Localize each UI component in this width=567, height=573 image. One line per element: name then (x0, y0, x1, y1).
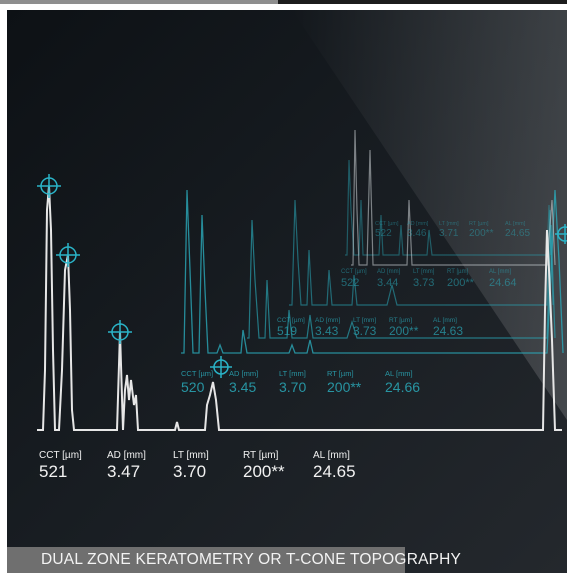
lt-value: 3.73 (413, 277, 434, 289)
cct-value: 519 (277, 324, 297, 338)
lt-value: 3.70 (173, 462, 206, 481)
al-label: AL [mm] (313, 450, 350, 461)
rt-value: 200** (469, 228, 494, 239)
al-value: 24.66 (385, 379, 420, 395)
measurement-row-back-1: CCT [µm] 520 AD [mm] 3.45 LT [mm] 3.70 R… (181, 369, 420, 395)
cct-value: 522 (375, 228, 392, 239)
cct-label: CCT [µm] (375, 221, 399, 227)
rt-value: 200** (327, 379, 362, 395)
cct-label: CCT [µm] (181, 369, 213, 378)
ad-value: 3.43 (315, 324, 339, 338)
rt-label: RT [µm] (447, 269, 469, 275)
ad-label: AD [mm] (229, 369, 258, 378)
measurement-row-back-4: CCT [µm] 522 AD [mm] 3.46 LT [mm] 3.71 R… (375, 221, 530, 239)
lt-label: LT [mm] (353, 317, 376, 324)
rt-label: RT [µm] (469, 221, 489, 227)
lt-value: 3.73 (353, 324, 377, 338)
far-trace (351, 129, 556, 266)
measurement-row-back-3: CCT [µm] 522 AD [mm] 3.44 LT [mm] 3.73 R… (341, 269, 517, 289)
biometry-scan-panel: CCT [µm] 522 AD [mm] 3.46 LT [mm] 3.71 R… (7, 10, 567, 573)
cct-value: 521 (39, 462, 67, 481)
lt-label: LT [mm] (173, 450, 209, 461)
al-value: 24.63 (433, 324, 463, 338)
ad-value: 3.47 (107, 462, 140, 481)
al-label: AL [mm] (489, 269, 511, 275)
lt-value: 3.70 (279, 379, 306, 395)
ad-value: 3.45 (229, 379, 256, 395)
al-label: AL [mm] (433, 317, 457, 324)
rt-value: 200** (447, 277, 475, 289)
lt-value: 3.71 (439, 228, 459, 239)
back-trace-1 (181, 189, 564, 354)
lt-label: LT [mm] (413, 269, 435, 275)
lt-label: LT [mm] (439, 221, 459, 227)
measurement-row-back-2: CCT [µm] 519 AD [mm] 3.43 LT [mm] 3.73 R… (277, 317, 463, 338)
back-trace-4 (345, 159, 552, 256)
cct-value: 520 (181, 379, 205, 395)
front-trace (37, 185, 562, 431)
top-bar-left (0, 0, 278, 4)
ad-label: AD [mm] (377, 269, 401, 275)
al-label: AL [mm] (505, 221, 526, 227)
al-label: AL [mm] (385, 369, 413, 378)
target-marker-icon (37, 174, 61, 198)
lt-label: LT [mm] (279, 369, 306, 378)
ad-label: AD [mm] (407, 221, 429, 227)
target-marker-icon (210, 356, 232, 378)
marker-group (37, 174, 567, 378)
target-marker-icon (555, 224, 567, 244)
cct-label: CCT [µm] (341, 269, 367, 275)
al-value: 24.65 (313, 462, 356, 481)
ad-label: AD [mm] (315, 317, 340, 324)
rt-label: RT [µm] (389, 317, 412, 324)
rt-value: 200** (389, 324, 419, 338)
measurement-row-front: CCT [µm] 521 AD [mm] 3.47 LT [mm] 3.70 R… (39, 450, 356, 481)
cct-value: 522 (341, 277, 359, 289)
rt-label: RT [µm] (327, 369, 354, 378)
target-marker-icon (56, 243, 80, 267)
rt-label: RT [µm] (243, 450, 279, 461)
al-value: 24.65 (505, 228, 530, 239)
back-trace-3 (289, 199, 554, 306)
rt-value: 200** (243, 462, 285, 481)
ad-label: AD [mm] (107, 450, 146, 461)
cct-label: CCT [µm] (277, 317, 305, 324)
caption-banner: DUAL ZONE KERATOMETRY OR T-CONE TOPOGRAP… (7, 547, 461, 573)
light-sheen (292, 10, 567, 420)
cct-label: CCT [µm] (39, 450, 82, 461)
top-bar-right (278, 0, 567, 4)
a-scan-traces: CCT [µm] 522 AD [mm] 3.46 LT [mm] 3.71 R… (7, 10, 567, 573)
target-marker-icon (108, 320, 132, 344)
ad-value: 3.44 (377, 277, 398, 289)
ad-value: 3.46 (407, 228, 427, 239)
al-value: 24.64 (489, 277, 517, 289)
back-trace-2 (247, 219, 556, 339)
